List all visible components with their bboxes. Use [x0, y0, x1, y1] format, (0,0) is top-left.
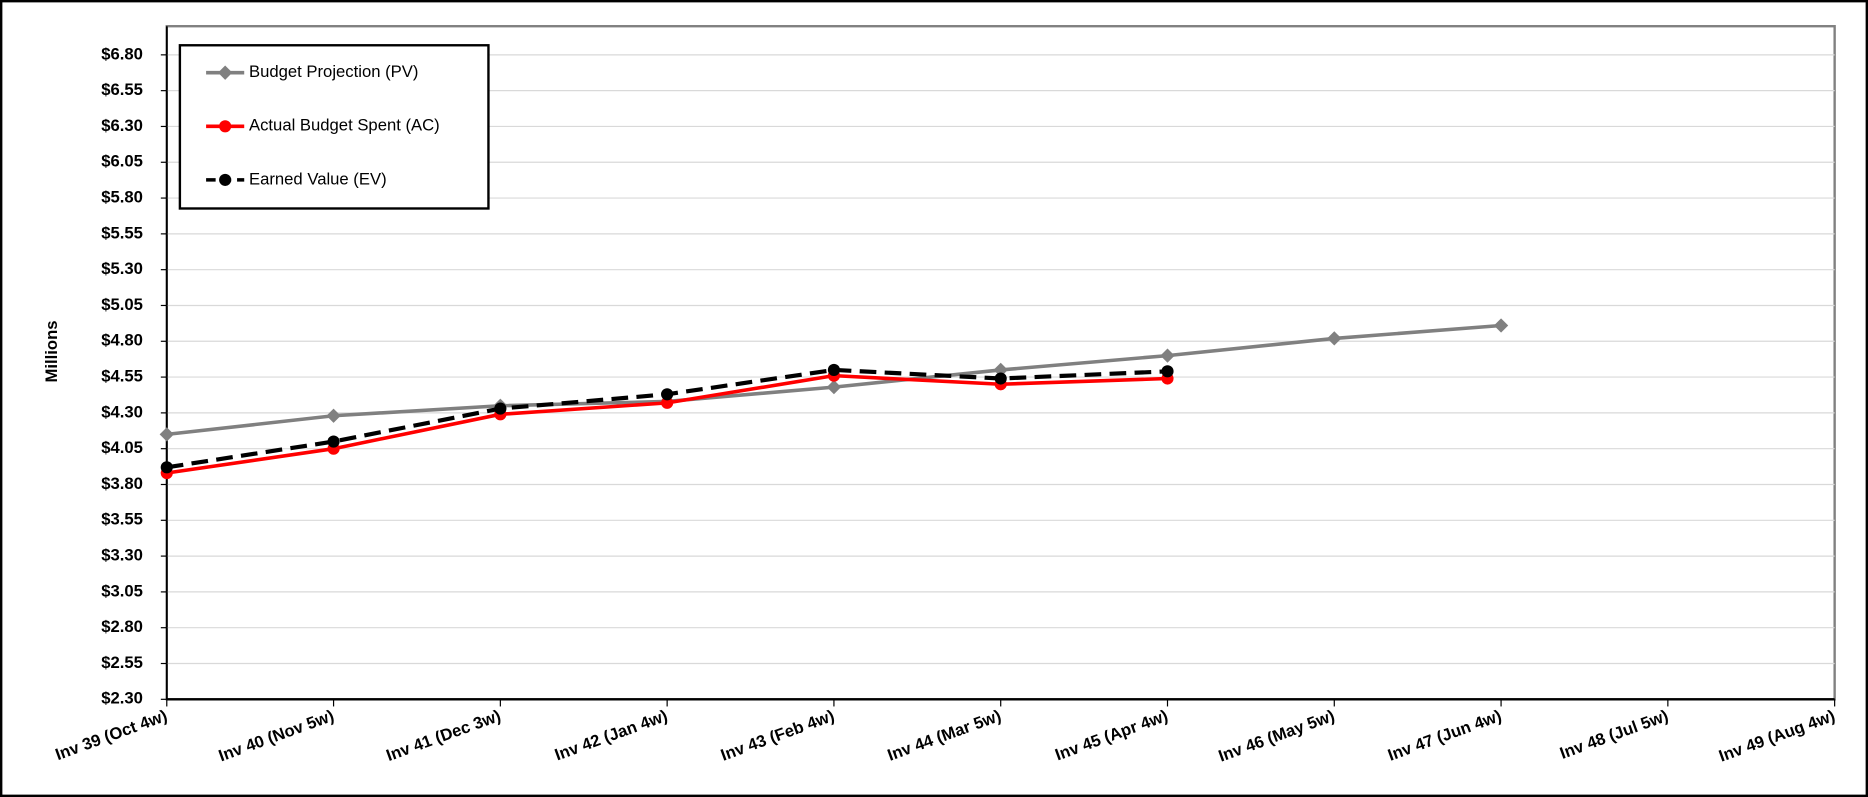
y-tick-label: $6.30 — [101, 116, 143, 135]
y-tick-label: $4.05 — [101, 438, 143, 457]
point — [327, 435, 340, 448]
legend-marker — [218, 65, 233, 80]
y-tick-label: $6.80 — [101, 44, 143, 63]
legend-label: Actual Budget Spent (AC) — [249, 116, 440, 135]
y-tick-label: $3.55 — [101, 510, 143, 529]
point — [1161, 365, 1174, 378]
point — [993, 362, 1008, 378]
legend: Budget Projection (PV) Actual Budget Spen… — [178, 44, 490, 210]
y-tick-label: $5.05 — [101, 295, 143, 314]
legend-marker — [219, 120, 232, 133]
legend-marker — [219, 173, 232, 186]
y-tick-label: $5.30 — [101, 259, 143, 278]
point — [1493, 318, 1509, 333]
y-tick-label: $2.80 — [101, 617, 143, 636]
y-tick-label: $3.30 — [101, 546, 143, 565]
point — [661, 396, 674, 409]
y-axis-label: Millions — [42, 320, 61, 382]
point — [326, 408, 341, 423]
y-tick-label: $3.80 — [101, 474, 143, 493]
y-tick-label: $2.55 — [101, 653, 143, 672]
y-tick-label: $2.30 — [101, 689, 143, 708]
point — [1160, 348, 1175, 363]
legend-label: Budget Projection (PV) — [249, 62, 418, 81]
legend-label: Earned Value (EV) — [249, 169, 387, 188]
point — [827, 363, 841, 376]
point — [160, 461, 173, 474]
y-tick-label: $6.05 — [101, 152, 143, 171]
point — [994, 372, 1007, 385]
y-tick-label: $4.80 — [101, 331, 143, 350]
point — [159, 427, 174, 442]
y-tick-label: $3.05 — [101, 581, 143, 600]
y-tick-label: $6.55 — [101, 80, 143, 99]
point — [1327, 331, 1342, 346]
y-tick-label: $4.30 — [101, 402, 143, 421]
point — [494, 402, 507, 415]
y-tick-label: $5.80 — [101, 187, 143, 206]
y-tick-label: $5.55 — [101, 223, 143, 242]
point — [661, 388, 674, 401]
y-tick-label: $4.55 — [101, 366, 143, 385]
